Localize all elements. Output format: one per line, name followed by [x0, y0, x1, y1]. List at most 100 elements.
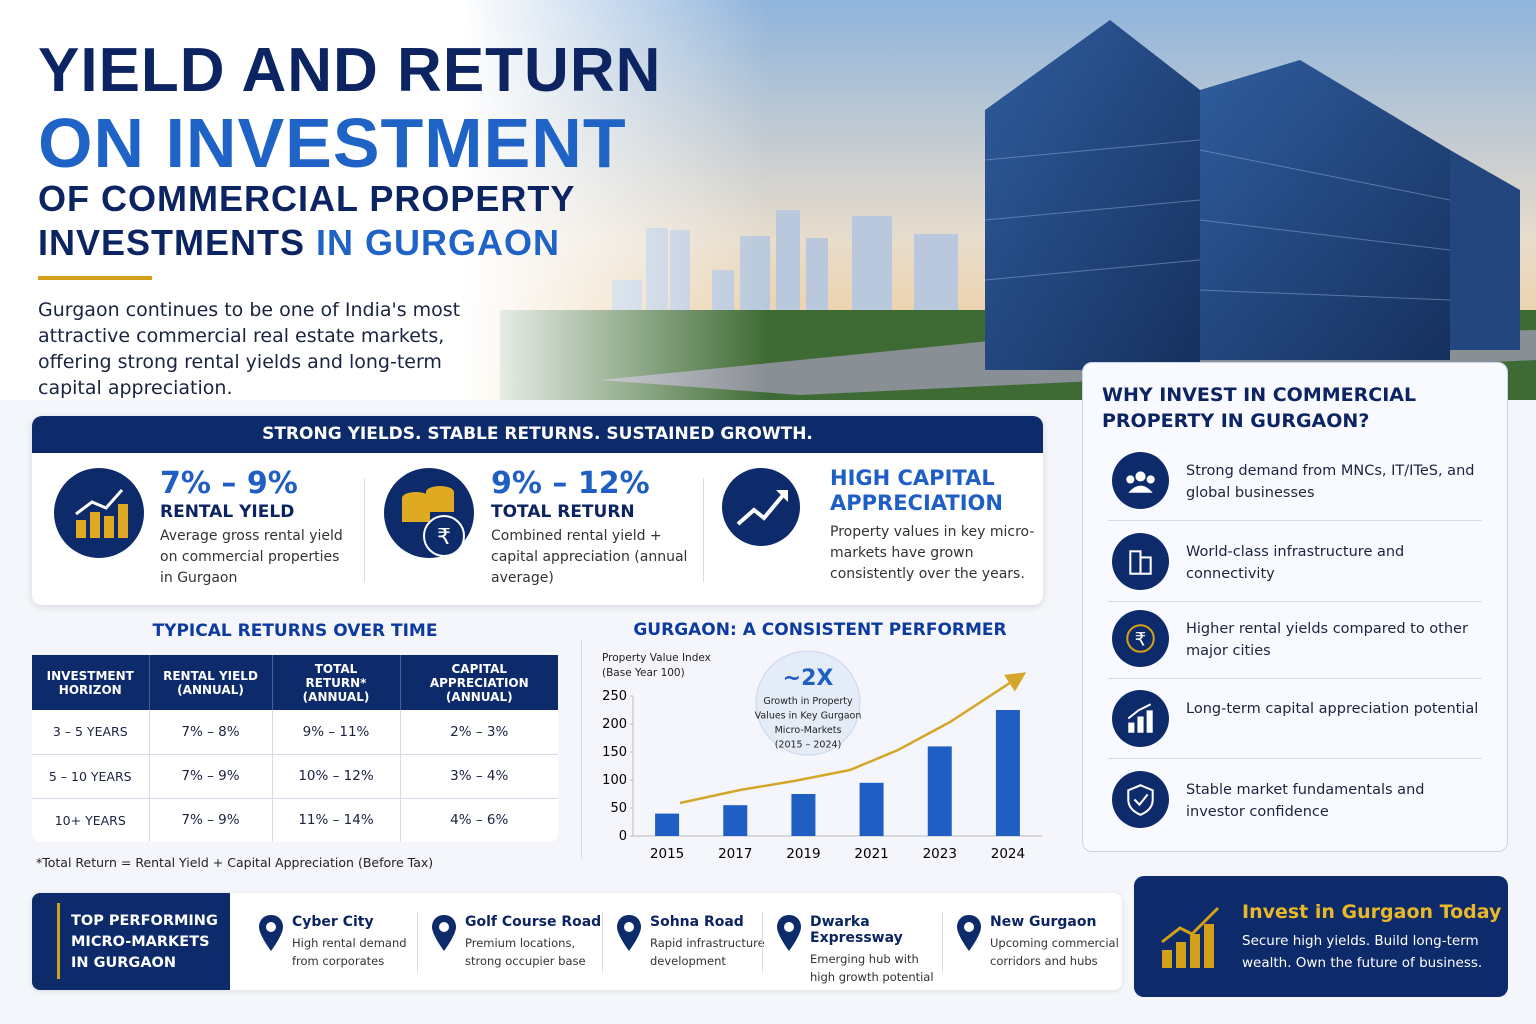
market-name: Sohna Road — [650, 914, 744, 930]
intro: Gurgaon continues to be one of India's m… — [38, 299, 461, 399]
why-item: Strong demand from MNCs, IT/ITeS, and gl… — [1186, 463, 1475, 501]
stat-label: TOTAL RETURN — [491, 502, 635, 522]
stat-text: Property values in key micro-markets hav… — [830, 524, 1035, 582]
separator — [581, 640, 582, 858]
header-cell: TOTAL RETURN* (ANNUAL) — [271, 655, 400, 710]
market: Golf Course Road Premium locations, stron… — [465, 914, 605, 970]
separator — [417, 912, 418, 972]
pin-graphic — [617, 915, 641, 951]
divider — [38, 276, 152, 280]
stat: 7% – 9% RENTAL YIELD Average gross rental … — [160, 468, 355, 589]
table-row: 3 – 5 YEARS 7% – 8% 9% – 11% 2% – 3% — [32, 710, 558, 754]
cell: 3 – 5 YEARS — [52, 724, 128, 740]
y-tick-label: 150 — [602, 745, 627, 760]
returns-table: INVESTMENT HORIZON RENTAL YIELD (ANNUAL)… — [32, 655, 558, 842]
pin-icon — [956, 913, 982, 953]
why-item: Long-term capital appreciation potential — [1186, 701, 1479, 717]
bar — [927, 746, 952, 836]
pin-icon — [431, 913, 457, 953]
cell: 7% – 9% — [148, 798, 272, 842]
market-text: High rental demand from corporates — [292, 936, 407, 968]
x-tick-label: 2023 — [923, 846, 957, 862]
table-row: 10+ YEARS 7% – 9% 11% – 14% 4% – 6% — [32, 798, 558, 842]
pin-graphic — [777, 915, 801, 951]
market: Sohna Road Rapid infrastructure developme… — [650, 914, 765, 970]
cell: 5 – 10 YEARS — [48, 768, 132, 784]
bar — [995, 710, 1020, 836]
cell: 11% – 14% — [271, 798, 400, 842]
y-tick-label: 100 — [602, 773, 627, 788]
annotation-value: ~2X — [783, 666, 834, 691]
cell: 3% – 4% — [399, 754, 558, 798]
y-tick-label: 0 — [619, 829, 627, 844]
market-name: Cyber City — [292, 914, 374, 930]
annotation-text: Growth in Property — [763, 696, 853, 707]
stat-text: Average gross rental yield on commercial… — [160, 528, 343, 586]
skyline-photo — [0, 0, 1536, 400]
y-axis-label: (Base Year 100) — [602, 667, 685, 679]
why-icon — [1112, 452, 1169, 509]
banner: STRONG YIELDS. STABLE RETURNS. SUSTAINED… — [32, 416, 1043, 453]
why-icon — [1112, 690, 1169, 747]
y-axis-label: Property Value Index — [602, 652, 711, 664]
table-header: INVESTMENT HORIZON RENTAL YIELD (ANNUAL)… — [32, 655, 558, 710]
market: New Gurgaon Upcoming commercial corridors… — [990, 914, 1120, 970]
stat: HIGH CAPITAL APPRECIATION Property values… — [830, 466, 1035, 585]
pin-graphic — [432, 915, 456, 951]
why-panel — [1082, 362, 1508, 852]
why-icon — [1112, 771, 1169, 828]
why-item: Stable market fundamentals and investor … — [1186, 782, 1425, 820]
separator — [762, 912, 763, 972]
cell: 7% – 8% — [148, 710, 272, 754]
x-tick-label: 2015 — [650, 846, 684, 862]
title-line: ON INVESTMENT — [38, 104, 627, 182]
stat: 9% – 12% TOTAL RETURN Combined rental yiel… — [491, 468, 691, 589]
annotation-text: Values in Key Gurgaon — [755, 711, 862, 722]
accent — [57, 903, 60, 979]
stat-value: 7% – 9% — [160, 466, 298, 501]
separator — [1108, 758, 1482, 759]
header-cell: INVESTMENT HORIZON — [46, 668, 134, 697]
market-name: New Gurgaon — [990, 914, 1097, 930]
x-tick-label: 2019 — [786, 846, 820, 862]
annotation-bubble — [755, 650, 861, 756]
title-line: OF COMMERCIAL PROPERTY — [38, 178, 576, 219]
bar — [723, 805, 748, 836]
separator — [1108, 601, 1482, 602]
markets-title: TOP PERFORMING MICRO-MARKETS IN GURGAON — [71, 913, 218, 971]
why-icon — [1112, 533, 1169, 590]
market: Cyber City High rental demand from corpor… — [292, 914, 412, 970]
why-title: WHY INVEST IN COMMERCIAL PROPERTY IN GUR… — [1102, 384, 1417, 432]
y-tick-label: 250 — [602, 689, 627, 704]
pin-icon — [616, 913, 642, 953]
icon: ₹ — [384, 468, 474, 558]
stat-text: Combined rental yield + capital apprecia… — [491, 528, 688, 586]
pin-icon — [776, 913, 802, 953]
icon-graphic — [1127, 784, 1154, 816]
icon-graphic — [1126, 471, 1155, 493]
annotation-text: Micro-Markets — [775, 725, 842, 736]
cell: 2% – 3% — [399, 710, 558, 754]
x-tick-label: 2021 — [854, 846, 888, 862]
title-part: INVESTMENTS — [38, 222, 306, 263]
x-tick-label: 2024 — [991, 846, 1025, 862]
table-row: 5 – 10 YEARS 7% – 9% 10% – 12% 3% – 4% — [32, 754, 558, 798]
stat-label: RENTAL YIELD — [160, 502, 295, 522]
icon — [54, 468, 144, 558]
title-line: INVESTMENTS IN GURGAON — [38, 222, 560, 264]
separator — [364, 478, 365, 582]
chart: GURGAON: A CONSISTENT PERFORMER Property … — [602, 620, 1042, 862]
bar — [859, 782, 884, 836]
icon-graphic — [1129, 550, 1152, 575]
separator — [942, 912, 943, 972]
chart-title: GURGAON: A CONSISTENT PERFORMER — [633, 620, 1006, 640]
icon-graphic — [1127, 703, 1153, 733]
market: Dwarka Expressway Emerging hub with high … — [810, 914, 945, 986]
stat-value: HIGH CAPITAL APPRECIATION — [830, 466, 1003, 515]
bar — [655, 813, 680, 836]
cta-text: Secure high yields. Build long-term weal… — [1242, 933, 1483, 971]
icon-graphic — [75, 489, 128, 538]
trend-arrow — [679, 672, 1027, 805]
separator — [602, 912, 603, 972]
